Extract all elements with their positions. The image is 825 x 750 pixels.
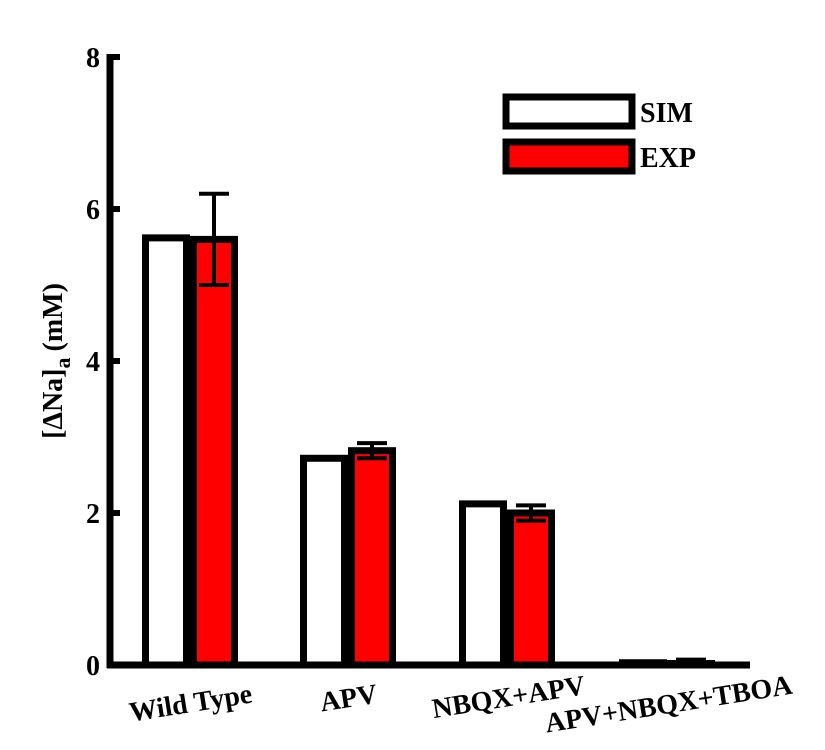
- legend-label-sim: SIM: [640, 98, 693, 129]
- x-tick-label-0: Wild Type: [127, 679, 254, 729]
- y-axis-label-unit: (mM): [38, 283, 69, 351]
- y-tick-label-1: 2: [86, 499, 100, 530]
- legend-label-exp: EXP: [640, 143, 696, 174]
- bar-sim-1: [300, 454, 348, 669]
- y-tick-label-0: 0: [86, 651, 100, 682]
- y-tick-label-2: 4: [86, 347, 100, 378]
- y-tick-label-4: 8: [86, 43, 100, 74]
- y-axis-label: [ΔNa]a (mM): [38, 283, 75, 439]
- y-axis-label-subscript: a: [50, 357, 75, 368]
- bar-sim-2: [459, 500, 507, 669]
- legend-swatch-sim: [502, 93, 636, 130]
- x-tick-label-1: APV: [318, 679, 380, 719]
- bar-exp-0: [190, 235, 238, 669]
- y-tick-label-3: 6: [86, 195, 100, 226]
- legend: SIM EXP: [502, 93, 696, 175]
- bar-exp-1: [348, 447, 396, 669]
- legend-swatch-exp: [502, 138, 636, 175]
- bar-sim-0: [142, 234, 190, 669]
- y-axis-label-main: [ΔNa]: [38, 368, 69, 438]
- bar-exp-2: [507, 509, 555, 669]
